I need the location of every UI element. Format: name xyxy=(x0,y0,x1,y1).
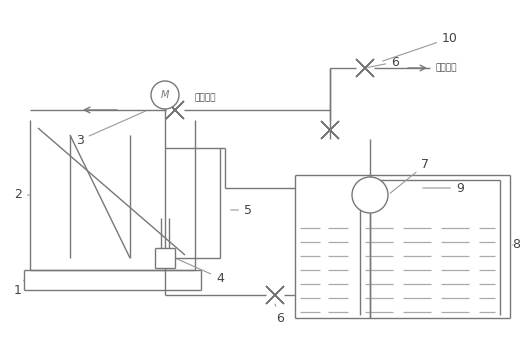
Text: 10: 10 xyxy=(383,31,458,61)
Text: 6: 6 xyxy=(368,56,399,69)
Text: 3: 3 xyxy=(76,111,145,147)
Polygon shape xyxy=(356,59,374,77)
Polygon shape xyxy=(166,101,184,119)
Polygon shape xyxy=(356,59,374,77)
Polygon shape xyxy=(266,286,284,304)
Text: 正常进料: 正常进料 xyxy=(435,63,456,72)
Circle shape xyxy=(151,81,179,109)
Text: 4: 4 xyxy=(178,259,224,285)
Text: 7: 7 xyxy=(390,158,429,193)
Polygon shape xyxy=(321,121,339,139)
Polygon shape xyxy=(166,101,184,119)
Text: M: M xyxy=(161,90,169,100)
Text: 8: 8 xyxy=(512,238,520,252)
Text: 5: 5 xyxy=(231,204,252,217)
Text: 9: 9 xyxy=(423,181,464,195)
Polygon shape xyxy=(266,286,284,304)
Text: 6: 6 xyxy=(275,304,284,325)
Text: 2: 2 xyxy=(14,188,30,201)
Polygon shape xyxy=(321,121,339,139)
Text: 去除泥机: 去除泥机 xyxy=(195,93,216,102)
Text: 1: 1 xyxy=(14,280,24,296)
Circle shape xyxy=(352,177,388,213)
